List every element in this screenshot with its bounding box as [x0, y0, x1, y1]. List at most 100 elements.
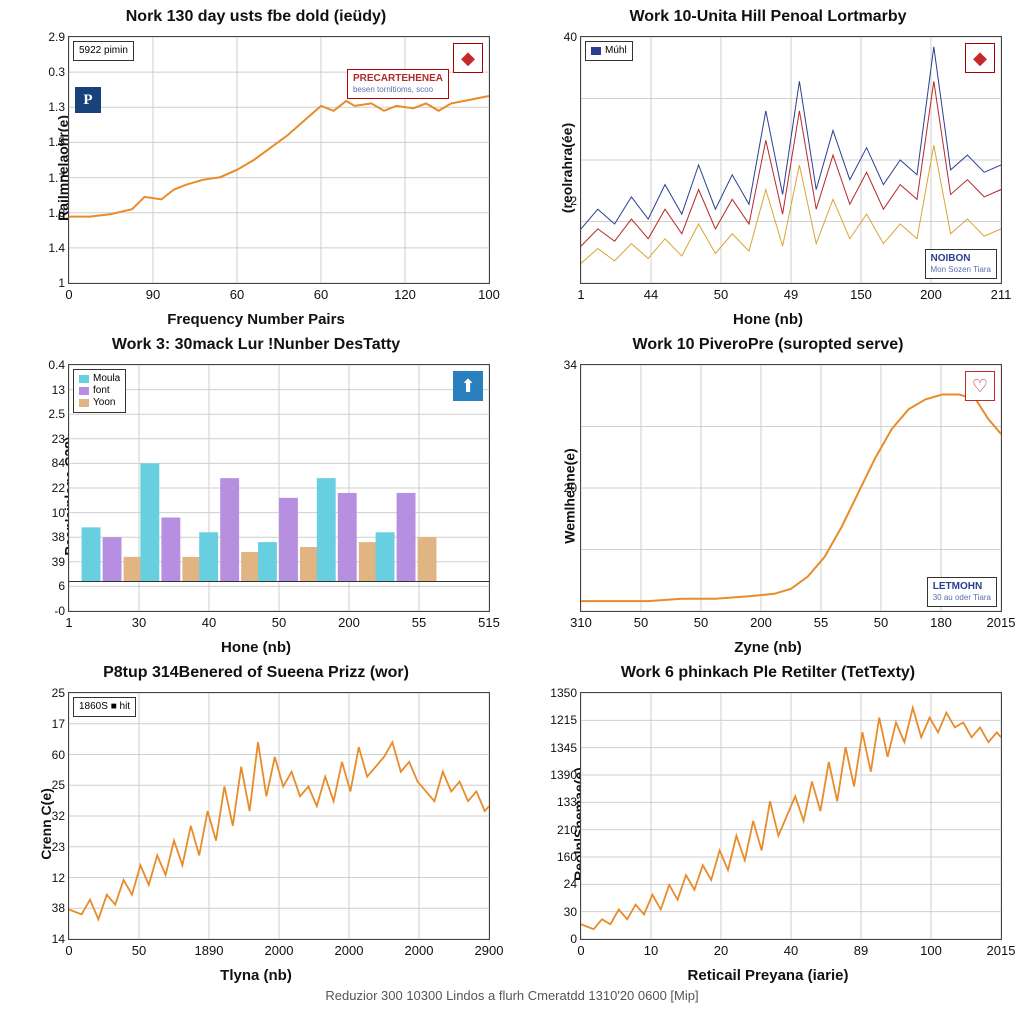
tick-label: 0 [65, 943, 72, 958]
tick-label: 1 [58, 276, 65, 290]
panel-6-xlabel: Reticail Preyana (iarie) [524, 967, 1012, 984]
tick-label: 160 [557, 850, 577, 864]
heart-icon: ♡ [965, 371, 995, 401]
panel-1-title: Nork 130 day usts fbe dold (ieüdy) [12, 8, 500, 26]
legend-sub: 30 au oder Tiara [933, 593, 991, 603]
panel-5-plot: 1860S ■ hit 143812233225601725 050189020… [68, 692, 490, 940]
tick-label: 60 [52, 748, 65, 762]
tick-label: 515 [478, 615, 500, 630]
legend-text: font [93, 385, 110, 397]
panel-3-legend: MoulafontYoon [73, 369, 126, 413]
tick-label: 1.3 [48, 100, 65, 114]
panel-2-legend-tl: Múhl [585, 41, 633, 61]
tick-label: 1.7 [48, 171, 65, 185]
tick-label: 50 [634, 615, 648, 630]
tick-label: 1390 [550, 768, 577, 782]
tick-label: 20 [564, 481, 577, 495]
panel-6-title: Work 6 phinkach Ple Retilter (TetTexty) [524, 664, 1012, 682]
tick-label: 310 [570, 615, 592, 630]
panel-3-svg [69, 365, 489, 611]
panel-1-legend-tl: 5922 pimin [73, 41, 134, 61]
tick-label: 210 [557, 823, 577, 837]
tick-label: 13 [52, 383, 65, 397]
tick-label: 23 [52, 432, 65, 446]
tick-label: 1345 [550, 741, 577, 755]
tick-label: 150 [850, 287, 872, 302]
legend-text: Yoon [93, 397, 115, 409]
tick-label: 1350 [550, 686, 577, 700]
panel-5-xlabel: Tlyna (nb) [12, 967, 500, 984]
panel-4-legend-br: LETMOHN 30 au oder Tiara [927, 577, 997, 607]
tick-label: -0 [54, 604, 65, 618]
tick-label: 25 [52, 778, 65, 792]
tick-label: 24 [564, 877, 577, 891]
tick-label: 49 [784, 287, 798, 302]
tick-label: 22 [52, 481, 65, 495]
tick-label: 32 [52, 809, 65, 823]
tick-label: 25 [52, 686, 65, 700]
legend-sub: besen tornltioms, scoo [353, 85, 443, 95]
tick-label: 133 [557, 795, 577, 809]
tick-label: 211 [991, 287, 1012, 302]
tick-label: 0.3 [48, 65, 65, 79]
tick-label: 2000 [335, 943, 364, 958]
tick-label: 2 [570, 194, 577, 208]
tick-label: 1 [65, 615, 72, 630]
tick-label: 30 [132, 615, 146, 630]
tick-label: 38 [52, 530, 65, 544]
tick-label: 200 [920, 287, 942, 302]
tick-label: 90 [146, 287, 160, 302]
tick-label: 0.4 [48, 358, 65, 372]
tick-label: 40 [784, 943, 798, 958]
tick-label: 55 [814, 615, 828, 630]
diamond-icon: ◆ [453, 43, 483, 73]
tick-label: 38 [52, 901, 65, 915]
tick-label: 60 [314, 287, 328, 302]
tick-label: 39 [52, 555, 65, 569]
tick-label: 200 [750, 615, 772, 630]
tick-label: 55 [412, 615, 426, 630]
panel-5: P8tup 314Benered of Sueena Prizz (wor) C… [12, 664, 500, 984]
tick-label: 0 [570, 932, 577, 946]
tick-label: 1215 [550, 713, 577, 727]
legend-row: font [79, 385, 120, 397]
legend-title: PRECARTEHENEA [353, 73, 443, 85]
tick-label: 2015 [987, 943, 1016, 958]
panel-1: Nork 130 day usts fbe dold (ieüdy) Rajlm… [12, 8, 500, 328]
tick-label: 50 [874, 615, 888, 630]
tick-label: 50 [132, 943, 146, 958]
panel-4-xlabel: Zyne (nb) [524, 639, 1012, 656]
panel-2-title: Work 10-Unita Hill Penoal Lortmarby [524, 8, 1012, 26]
tick-label: 2000 [265, 943, 294, 958]
tick-label: 12 [52, 871, 65, 885]
panel-4-svg [581, 365, 1001, 611]
panel-4-plot: LETMOHN 30 au oder Tiara ♡ 2034 31050502… [580, 364, 1002, 612]
panel-3-title: Work 3: 30mack Lur !Nunber DesTatty [12, 336, 500, 354]
tick-label: 10 [52, 506, 65, 520]
tick-label: 1.4 [48, 241, 65, 255]
tick-label: 1.0 [48, 206, 65, 220]
chart-grid: Nork 130 day usts fbe dold (ieüdy) Rajlm… [0, 0, 1024, 984]
panel-1-legend-right: PRECARTEHENEA besen tornltioms, scoo [347, 69, 449, 99]
tick-label: 50 [714, 287, 728, 302]
panel-3-xlabel: Hone (nb) [12, 639, 500, 656]
panel-1-plot: 5922 pimin PRECARTEHENEA besen tornltiom… [68, 36, 490, 284]
tick-label: 14 [52, 932, 65, 946]
diamond-icon: ◆ [965, 43, 995, 73]
panel-6-svg [581, 693, 1001, 939]
panel-6: Work 6 phinkach Ple Retilter (TetTexty) … [524, 664, 1012, 984]
panel-2-xlabel: Hone (nb) [524, 311, 1012, 328]
legend-row: Moula [79, 373, 120, 385]
tick-label: 2.9 [48, 30, 65, 44]
tick-label: 40 [202, 615, 216, 630]
legend-title: LETMOHN [933, 581, 991, 593]
p-badge-icon: P [75, 87, 101, 113]
tick-label: 100 [920, 943, 942, 958]
panel-2: Work 10-Unita Hill Penoal Lortmarby (reo… [524, 8, 1012, 328]
panel-5-title: P8tup 314Benered of Sueena Prizz (wor) [12, 664, 500, 682]
tick-label: 2900 [475, 943, 504, 958]
tick-label: 2.5 [48, 407, 65, 421]
panel-3-plot: MoulafontYoon ⬆ -063938102284232.5130.4 … [68, 364, 490, 612]
tick-label: 20 [714, 943, 728, 958]
tick-label: 17 [52, 717, 65, 731]
